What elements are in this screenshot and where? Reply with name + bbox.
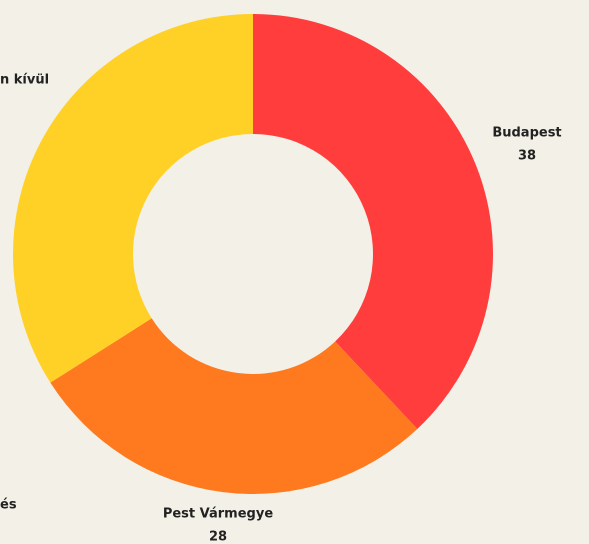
slice-label: Budapest	[492, 126, 561, 141]
donut-slice	[12, 14, 254, 383]
value-label: 38	[518, 149, 536, 164]
value-label: 28	[209, 530, 227, 544]
slice-label: Pest Vármegye	[163, 507, 273, 522]
donut-slice	[50, 318, 418, 495]
donut-slice	[253, 14, 494, 429]
slice-label: n kívül	[0, 73, 49, 88]
annotation: és	[0, 498, 17, 513]
